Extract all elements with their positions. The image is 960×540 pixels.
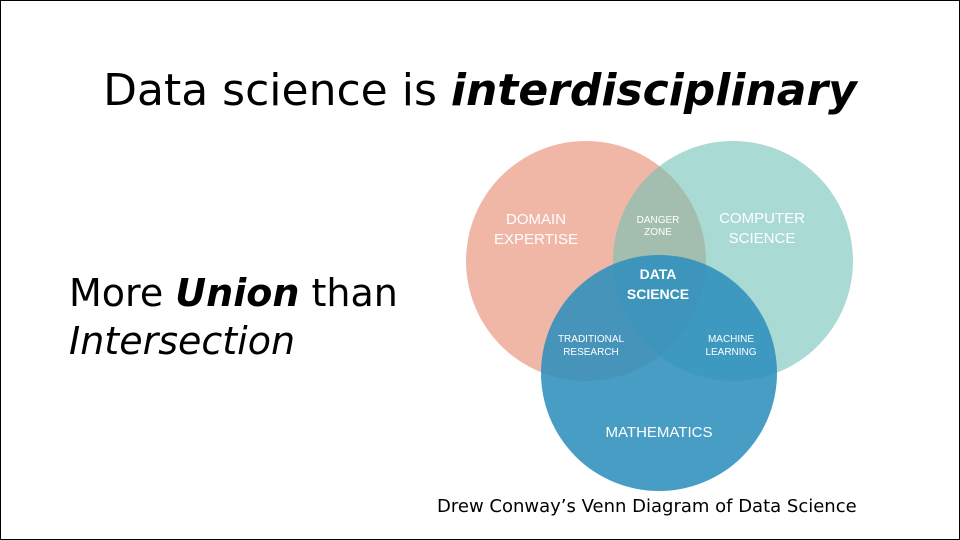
mathematics-label: MATHEMATICS [606,424,713,441]
slide-subtitle: More Union than Intersection [69,269,398,365]
subtitle-prefix: More [69,271,176,315]
domain-label-line-2: EXPERTISE [494,231,578,248]
danger-label-line-1: DANGER [637,215,680,226]
traditional-label-line-2: RESEARCH [563,347,619,358]
subtitle-line-1: More Union than [69,269,398,317]
title-prefix: Data science is [103,65,451,116]
machine-label-line-2: LEARNING [705,347,756,358]
danger-label-line-2: ZONE [644,227,672,238]
venn-diagram: DOMAIN EXPERTISE COMPUTER SCIENCE DANGER… [466,141,853,491]
subtitle-suffix: than [299,271,398,315]
title-emphasis: interdisciplinary [450,65,857,116]
computer-label-line-1: COMPUTER [719,210,805,227]
traditional-label-line-1: TRADITIONAL [558,334,625,345]
center-label-line-1: DATA [640,266,677,282]
machine-label-line-1: MACHINE [708,334,754,345]
figure-caption: Drew Conway’s Venn Diagram of Data Scien… [437,496,857,517]
subtitle-line-2: Intersection [69,319,296,363]
subtitle-emphasis: Union [175,271,300,315]
domain-label-line-1: DOMAIN [506,211,566,228]
mathematics-circle [541,255,777,491]
center-label-line-2: SCIENCE [627,286,689,302]
slide-title: Data science is interdisciplinary [1,61,959,121]
computer-label-line-2: SCIENCE [729,230,796,247]
